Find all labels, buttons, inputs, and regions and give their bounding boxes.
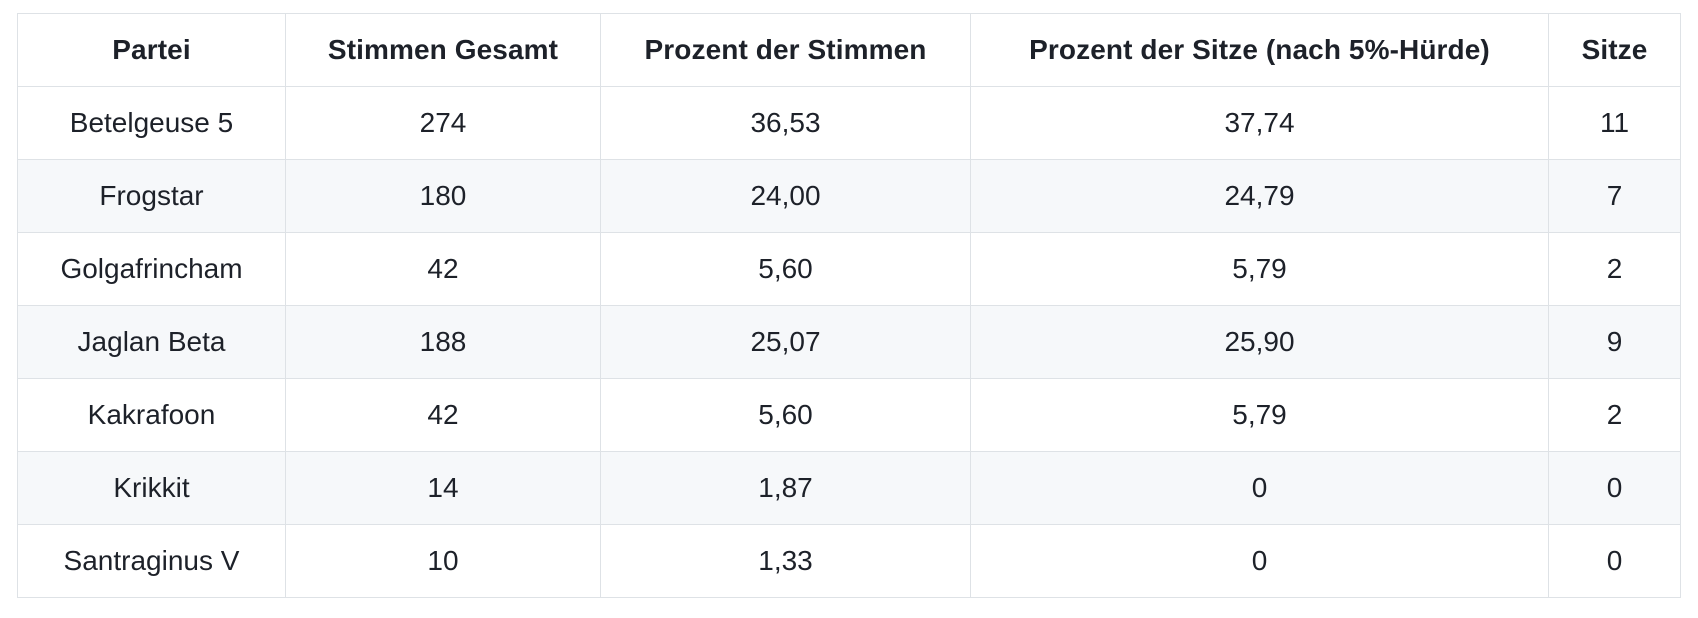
value-cell: 36,53 xyxy=(600,86,971,160)
election-results-table: Partei Stimmen Gesamt Prozent der Stimmen P… xyxy=(17,13,1681,598)
value-cell: 11 xyxy=(1548,86,1681,160)
column-header: Stimmen Gesamt xyxy=(285,13,601,87)
value-cell: 24,00 xyxy=(600,159,971,233)
value-cell: 0 xyxy=(1548,451,1681,525)
column-header: Sitze xyxy=(1548,13,1681,87)
table-row: Golgafrincham 42 5,60 5,79 2 xyxy=(17,232,1681,306)
table-head: Partei Stimmen Gesamt Prozent der Stimmen P… xyxy=(17,13,1681,87)
value-cell: 10 xyxy=(285,524,601,598)
value-cell: 0 xyxy=(1548,524,1681,598)
party-name-cell: Golgafrincham xyxy=(17,232,286,306)
column-header: Prozent der Stimmen xyxy=(600,13,971,87)
table-row: Santraginus V 10 1,33 0 0 xyxy=(17,524,1681,598)
value-cell: 274 xyxy=(285,86,601,160)
header-row: Partei Stimmen Gesamt Prozent der Stimmen P… xyxy=(17,13,1681,87)
value-cell: 0 xyxy=(970,451,1549,525)
value-cell: 25,07 xyxy=(600,305,971,379)
column-header: Partei xyxy=(17,13,286,87)
table-row: Kakrafoon 42 5,60 5,79 2 xyxy=(17,378,1681,452)
table-row: Frogstar 180 24,00 24,79 7 xyxy=(17,159,1681,233)
value-cell: 7 xyxy=(1548,159,1681,233)
party-name-cell: Jaglan Beta xyxy=(17,305,286,379)
value-cell: 1,33 xyxy=(600,524,971,598)
value-cell: 1,87 xyxy=(600,451,971,525)
value-cell: 188 xyxy=(285,305,601,379)
value-cell: 24,79 xyxy=(970,159,1549,233)
table-row: Jaglan Beta 188 25,07 25,90 9 xyxy=(17,305,1681,379)
value-cell: 5,60 xyxy=(600,232,971,306)
party-name-cell: Krikkit xyxy=(17,451,286,525)
value-cell: 0 xyxy=(970,524,1549,598)
value-cell: 2 xyxy=(1548,378,1681,452)
value-cell: 5,60 xyxy=(600,378,971,452)
value-cell: 37,74 xyxy=(970,86,1549,160)
value-cell: 5,79 xyxy=(970,232,1549,306)
value-cell: 25,90 xyxy=(970,305,1549,379)
party-name-cell: Santraginus V xyxy=(17,524,286,598)
party-name-cell: Frogstar xyxy=(17,159,286,233)
party-name-cell: Betelgeuse 5 xyxy=(17,86,286,160)
table-row: Krikkit 14 1,87 0 0 xyxy=(17,451,1681,525)
column-header: Prozent der Sitze (nach 5%-Hürde) xyxy=(970,13,1549,87)
value-cell: 14 xyxy=(285,451,601,525)
table-row: Betelgeuse 5 274 36,53 37,74 11 xyxy=(17,86,1681,160)
value-cell: 9 xyxy=(1548,305,1681,379)
party-name-cell: Kakrafoon xyxy=(17,378,286,452)
value-cell: 5,79 xyxy=(970,378,1549,452)
table-body: Betelgeuse 5 274 36,53 37,74 11 Frogstar 180 24… xyxy=(17,86,1681,598)
value-cell: 42 xyxy=(285,378,601,452)
value-cell: 180 xyxy=(285,159,601,233)
value-cell: 2 xyxy=(1548,232,1681,306)
value-cell: 42 xyxy=(285,232,601,306)
